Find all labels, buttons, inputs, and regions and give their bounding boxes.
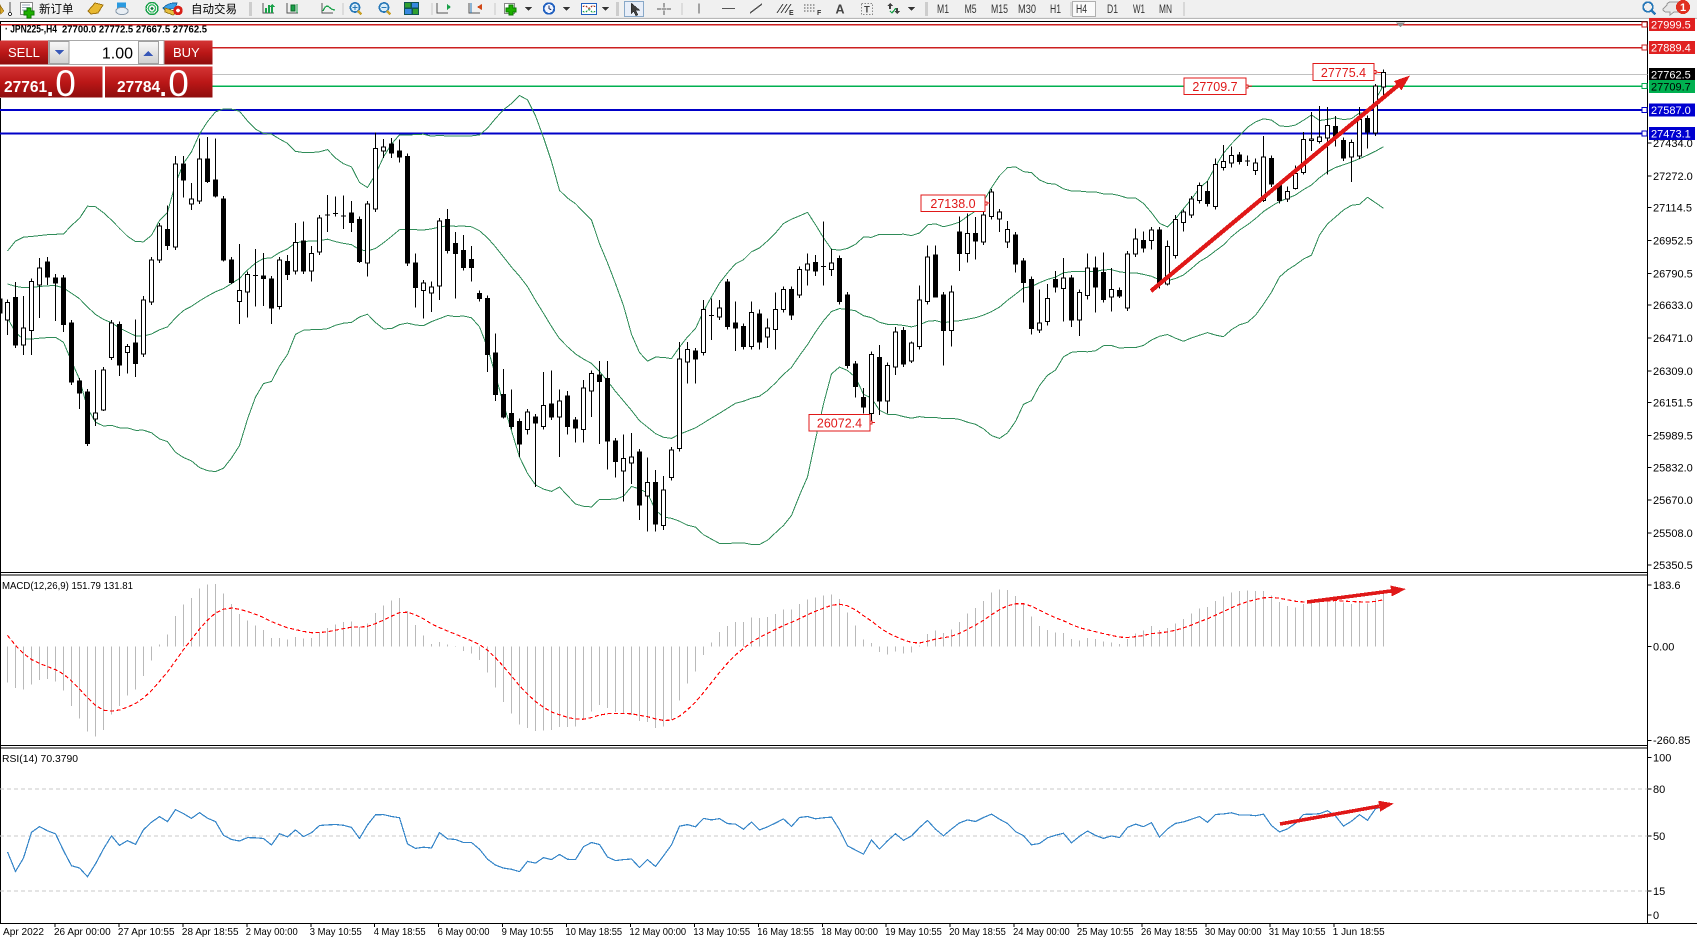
svg-text:· JPN225-,H4: · JPN225-,H4 <box>5 24 58 36</box>
svg-text:1: 1 <box>1680 2 1686 14</box>
svg-text:27762.5: 27762.5 <box>1651 70 1691 82</box>
svg-text:9 May 10:55: 9 May 10:55 <box>502 926 554 938</box>
svg-text:M5: M5 <box>965 4 977 16</box>
svg-text:183.6: 183.6 <box>1653 580 1681 592</box>
svg-text:M15: M15 <box>991 4 1008 16</box>
svg-text:MACD(12,26,9) 151.79 131.81: MACD(12,26,9) 151.79 131.81 <box>2 580 133 592</box>
svg-text:A: A <box>836 3 845 17</box>
svg-text:27138.0: 27138.0 <box>930 197 975 211</box>
svg-text:2 May 00:00: 2 May 00:00 <box>246 926 298 938</box>
svg-text:25989.5: 25989.5 <box>1653 431 1693 443</box>
svg-text:27775.4: 27775.4 <box>1321 66 1366 80</box>
svg-text:26952.5: 26952.5 <box>1653 236 1693 248</box>
svg-text:26471.0: 26471.0 <box>1653 333 1693 345</box>
svg-text:27889.4: 27889.4 <box>1651 43 1691 55</box>
svg-text:.0: .0 <box>45 63 76 104</box>
svg-text:27784: 27784 <box>117 79 160 96</box>
svg-text:10 May 18:55: 10 May 18:55 <box>566 926 623 938</box>
svg-text:F: F <box>817 10 822 17</box>
svg-text:27473.1: 27473.1 <box>1651 129 1691 141</box>
svg-text:30 May 00:00: 30 May 00:00 <box>1205 926 1262 938</box>
svg-text:1.00: 1.00 <box>102 46 133 63</box>
svg-text:26309.0: 26309.0 <box>1653 366 1693 378</box>
svg-text:13 May 10:55: 13 May 10:55 <box>693 926 750 938</box>
svg-text:27761: 27761 <box>4 79 47 96</box>
svg-text:M1: M1 <box>937 4 949 16</box>
svg-text:H1: H1 <box>1050 4 1061 16</box>
svg-text:26 May 18:55: 26 May 18:55 <box>1141 926 1198 938</box>
svg-text:20 May 18:55: 20 May 18:55 <box>949 926 1006 938</box>
svg-text:28 Apr 18:55: 28 Apr 18:55 <box>182 926 239 938</box>
svg-text:26151.5: 26151.5 <box>1653 398 1693 410</box>
svg-text:27587.0: 27587.0 <box>1651 105 1691 117</box>
svg-text:W1: W1 <box>1133 4 1145 16</box>
svg-text:M30: M30 <box>1018 4 1036 16</box>
svg-text:Apr 2022: Apr 2022 <box>3 926 44 938</box>
svg-text:15: 15 <box>1653 886 1665 898</box>
svg-text:24 May 00:00: 24 May 00:00 <box>1013 926 1070 938</box>
svg-text:D1: D1 <box>1107 4 1118 16</box>
svg-text:27272.0: 27272.0 <box>1653 171 1693 183</box>
svg-text:SELL: SELL <box>8 45 40 60</box>
svg-text:4 May 18:55: 4 May 18:55 <box>374 926 426 938</box>
svg-text:25350.5: 25350.5 <box>1653 560 1693 572</box>
svg-text:27114.5: 27114.5 <box>1653 203 1692 215</box>
svg-text:-260.85: -260.85 <box>1653 735 1690 747</box>
svg-text:6 May 00:00: 6 May 00:00 <box>438 926 490 938</box>
svg-text:.0: .0 <box>158 63 189 104</box>
svg-text:27700.0 27772.5 27667.5 27762.: 27700.0 27772.5 27667.5 27762.5 <box>62 24 207 36</box>
svg-text:27 Apr 10:55: 27 Apr 10:55 <box>118 926 175 938</box>
svg-text:T: T <box>864 5 870 16</box>
svg-text:27709.7: 27709.7 <box>1192 80 1237 94</box>
svg-text:27999.5: 27999.5 <box>1651 20 1691 32</box>
svg-text:26072.4: 26072.4 <box>817 417 862 431</box>
svg-text:80: 80 <box>1653 784 1665 796</box>
svg-text:25508.0: 25508.0 <box>1653 528 1693 540</box>
svg-text:25832.0: 25832.0 <box>1653 462 1693 474</box>
svg-text:自动交易: 自动交易 <box>191 2 237 16</box>
svg-text:100: 100 <box>1653 753 1671 765</box>
svg-text:26633.0: 26633.0 <box>1653 300 1693 312</box>
svg-text:H4: H4 <box>1076 4 1087 16</box>
svg-text:新订单: 新订单 <box>39 2 74 16</box>
svg-text:3 May 10:55: 3 May 10:55 <box>310 926 362 938</box>
svg-text:MN: MN <box>1159 4 1172 16</box>
svg-text:0.00: 0.00 <box>1653 642 1674 654</box>
svg-text:26790.5: 26790.5 <box>1653 268 1693 280</box>
svg-text:16 May 18:55: 16 May 18:55 <box>757 926 814 938</box>
svg-text:E: E <box>789 10 794 17</box>
svg-text:BUY: BUY <box>173 45 200 60</box>
svg-text:26 Apr 00:00: 26 Apr 00:00 <box>54 926 111 938</box>
svg-text:27709.7: 27709.7 <box>1651 82 1691 94</box>
svg-text:25 May 10:55: 25 May 10:55 <box>1077 926 1134 938</box>
svg-text:RSI(14) 70.3790: RSI(14) 70.3790 <box>2 753 78 765</box>
svg-text:0: 0 <box>1653 910 1659 922</box>
svg-text:12 May 00:00: 12 May 00:00 <box>630 926 687 938</box>
svg-text:50: 50 <box>1653 831 1665 843</box>
svg-text:1 Jun 18:55: 1 Jun 18:55 <box>1333 926 1385 938</box>
svg-text:18 May 00:00: 18 May 00:00 <box>821 926 878 938</box>
svg-text:31 May 10:55: 31 May 10:55 <box>1269 926 1326 938</box>
svg-text:25670.0: 25670.0 <box>1653 495 1693 507</box>
svg-text:19 May 10:55: 19 May 10:55 <box>885 926 942 938</box>
